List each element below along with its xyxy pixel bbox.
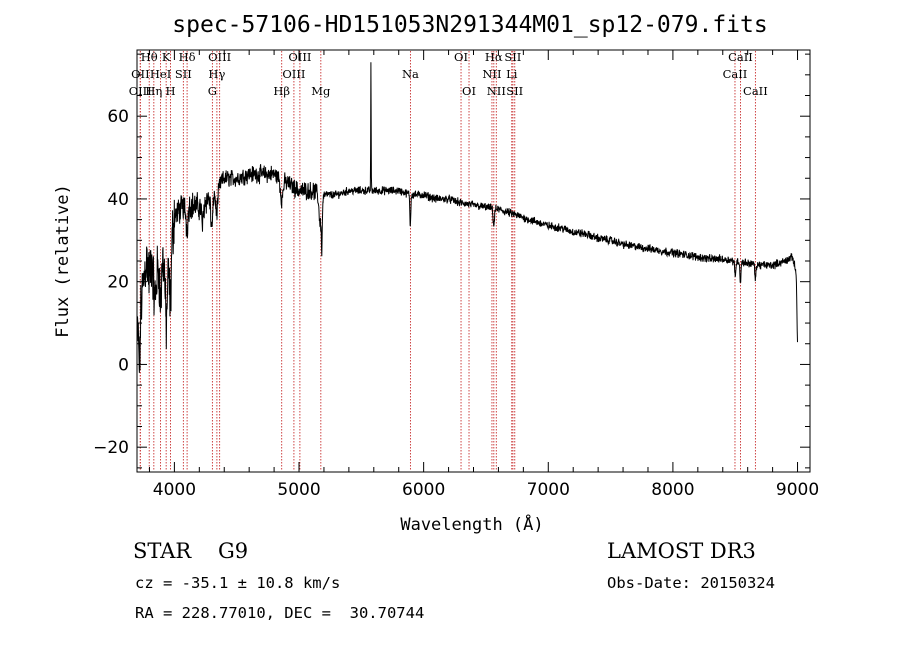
obs-date-label: Obs-Date: 20150324 [607, 574, 775, 592]
line-label: CaII [728, 50, 753, 64]
chart-title: spec-57106-HD151053N291344M01_sp12-079.f… [172, 12, 767, 38]
line-label: HeI [150, 67, 171, 81]
line-label: OI [454, 50, 468, 64]
x-tick-label: 8000 [651, 480, 694, 500]
line-label: Hβ [273, 84, 290, 98]
line-label: CaII [723, 67, 748, 81]
coordinates-label: RA = 228.77010, DEC = 30.70744 [135, 604, 425, 622]
line-label: Hα [485, 50, 503, 64]
line-label: OIII [129, 84, 152, 98]
line-label: G [208, 84, 217, 98]
line-label: SII [506, 84, 523, 98]
line-label: Mg [311, 84, 331, 98]
line-label: K [162, 50, 171, 64]
line-label: Hη [145, 84, 162, 98]
line-label: Hδ [179, 50, 196, 64]
object-class: STAR G9 [133, 539, 248, 563]
line-label: OI [462, 84, 476, 98]
line-label: Na [402, 67, 419, 81]
line-label: CaII [743, 84, 768, 98]
line-label: Hγ [208, 67, 225, 81]
line-label: Hθ [141, 50, 158, 64]
x-tick-label: 4000 [153, 480, 196, 500]
x-axis: 4000 5000 6000 7000 8000 9000 [148, 50, 819, 500]
x-tick-label: 7000 [527, 480, 570, 500]
x-tick-label: 9000 [776, 480, 819, 500]
x-tick-label: 5000 [277, 480, 320, 500]
y-tick-label: 20 [107, 273, 129, 293]
y-axis: −20 0 20 40 60 [93, 53, 810, 469]
spectrum-line [136, 62, 798, 373]
line-label: OIII [282, 67, 305, 81]
class-label: STAR [133, 539, 192, 563]
y-tick-label: 40 [107, 190, 129, 210]
line-markers [139, 51, 756, 471]
line-label: NII [482, 67, 501, 81]
line-label: OII [131, 67, 150, 81]
line-label: SII [504, 50, 521, 64]
x-axis-label: Wavelength (Å) [400, 513, 543, 535]
x-tick-label: 6000 [402, 480, 445, 500]
line-label: OIII [208, 50, 231, 64]
survey-label: LAMOST DR3 [607, 539, 756, 563]
line-labels: Hθ OII OIII K HeI Hη Hδ SII H OIII Hγ G OIII OIII Hβ Mg… [129, 50, 768, 98]
line-label: OIII [288, 50, 311, 64]
line-label: Li [506, 67, 518, 81]
y-tick-label: 60 [107, 107, 129, 127]
y-tick-label: 0 [118, 355, 129, 375]
line-label: SII [175, 67, 192, 81]
y-axis-label: Flux (relative) [53, 184, 73, 338]
subclass-label: G9 [217, 539, 249, 563]
line-label: H [166, 84, 176, 98]
line-label: NII [487, 84, 506, 98]
y-tick-label: −20 [93, 438, 129, 458]
redshift-label: cz = -35.1 ± 10.8 km/s [135, 574, 341, 592]
